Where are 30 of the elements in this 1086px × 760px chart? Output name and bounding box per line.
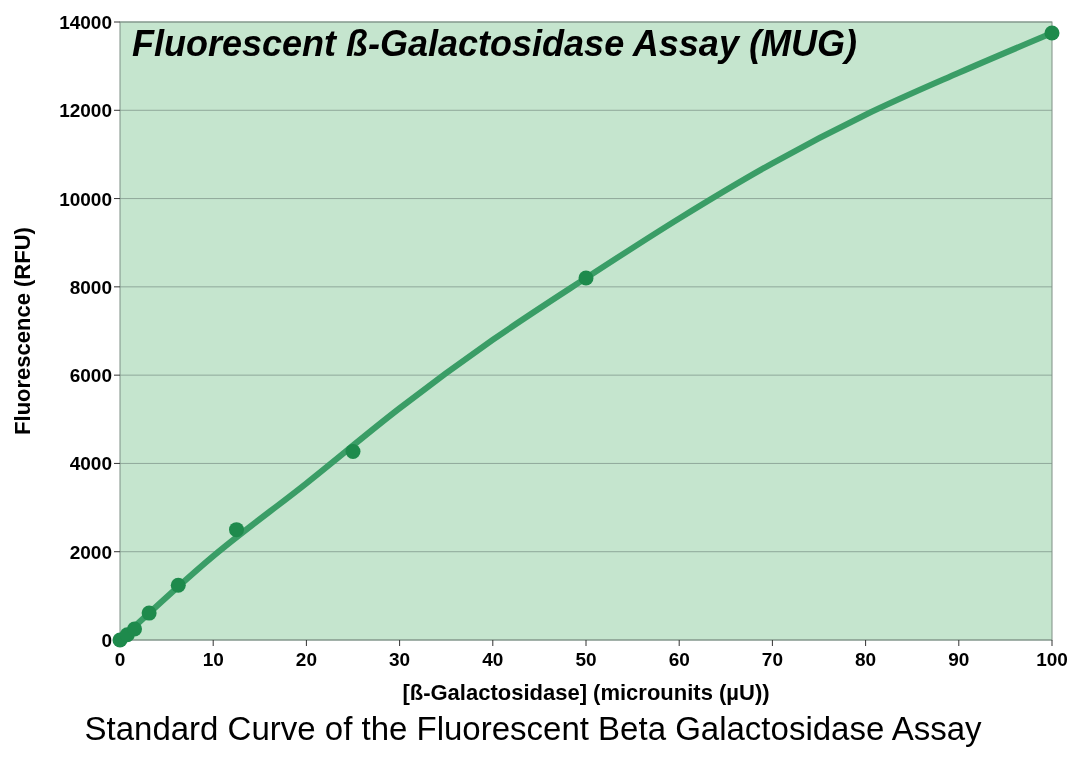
y-tick-label: 14000 [59,12,112,33]
x-tick-label: 80 [855,649,877,670]
x-tick-label: 60 [668,649,690,670]
chart-title: Fluorescent ß-Galactosidase Assay (MUG) [132,23,857,64]
y-tick-label: 2000 [69,541,112,563]
y-tick-label: 4000 [69,453,112,475]
x-tick-label: 20 [295,649,317,670]
y-tick-label: 12000 [59,100,112,122]
y-axis-title: Fluorescence (RFU) [10,227,35,435]
x-tick-label: 40 [482,649,504,670]
y-tick-label: 0 [101,630,112,651]
x-tick-label: 100 [1036,649,1068,670]
x-tick-label: 70 [761,649,783,670]
y-tick-label: 10000 [59,188,112,210]
point [170,577,186,593]
x-tick-label: 0 [114,649,126,670]
y-tick-label: 8000 [69,276,112,298]
x-tick-label: 10 [202,649,224,670]
point [127,621,143,637]
y-tick-label: 6000 [69,365,112,387]
point [229,522,244,538]
x-tick-label: 50 [575,649,597,670]
x-tick-label: 30 [389,649,411,670]
point [141,605,157,621]
point [578,270,594,286]
x-axis-title: [ß-Galactosidase] (microunits (µU)) [402,680,770,705]
text: Standard Curve of the Fluorescent Beta Galactosidase Assay [84,710,982,747]
x-tick-label: 90 [948,649,970,670]
point [345,444,361,460]
point [1044,25,1060,41]
